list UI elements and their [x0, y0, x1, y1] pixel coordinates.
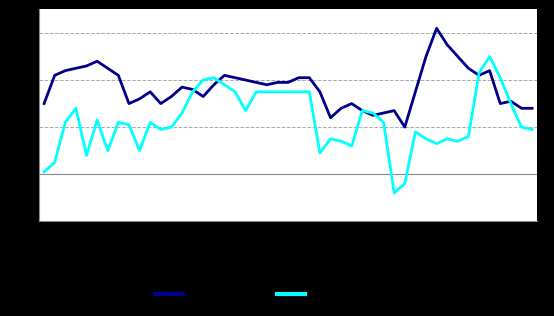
- Text: 2004: 2004: [217, 238, 242, 248]
- Text: 2003: 2003: [175, 238, 199, 248]
- Text: 2008: 2008: [387, 238, 412, 248]
- Text: 2001: 2001: [90, 238, 115, 248]
- Text: 2000: 2000: [48, 238, 73, 248]
- Text: 2005: 2005: [260, 238, 285, 248]
- Text: 2007: 2007: [345, 238, 370, 248]
- Text: 2006: 2006: [302, 238, 327, 248]
- Text: 2002: 2002: [132, 238, 157, 248]
- Text: 2010: 2010: [472, 238, 496, 248]
- Text: 2009: 2009: [429, 238, 454, 248]
